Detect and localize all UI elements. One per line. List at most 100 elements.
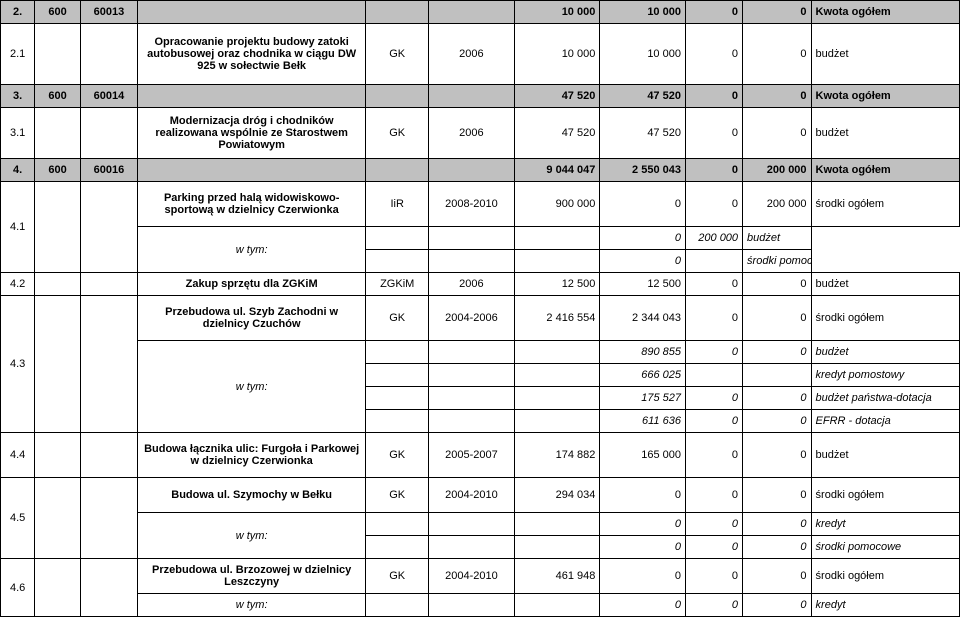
cell-wtym: w tym: [137, 341, 365, 433]
cell-empty [514, 387, 600, 410]
cell-v7: 0 [600, 182, 686, 227]
cell-empty [35, 182, 81, 273]
cell-empty [514, 250, 600, 273]
cell-wtym: w tym: [137, 594, 365, 617]
cell-empty [80, 296, 137, 433]
cell-year: 2005-2007 [429, 433, 515, 478]
row-4-3: 4.3 Przebudowa ul. Szyb Zachodni w dziel… [1, 296, 960, 341]
cell-desc: Parking przed halą widowiskowo-sportową … [137, 182, 365, 227]
cell-label: Kwota ogółem [811, 85, 959, 108]
cell-empty [80, 108, 137, 159]
cell-v9: 200 000 [743, 182, 812, 227]
cell-label: budżet [811, 433, 959, 478]
cell-empty [685, 364, 742, 387]
cell-num: 4.2 [1, 273, 35, 296]
cell-label: Kwota ogółem [811, 159, 959, 182]
cell-v7: 0 [600, 559, 686, 594]
cell-label: środki ogółem [811, 296, 959, 341]
cell-empty [429, 159, 515, 182]
cell-empty [429, 513, 515, 536]
cell-v7: 47 520 [600, 85, 686, 108]
cell-v8: 0 [685, 387, 742, 410]
cell-empty [80, 478, 137, 559]
cell-v7: 175 527 [600, 387, 686, 410]
cell-num: 4.6 [1, 559, 35, 617]
cell-num: 4.1 [1, 182, 35, 273]
cell-v9: 0 [743, 1, 812, 24]
cell-v6: 10 000 [514, 1, 600, 24]
cell-desc: Zakup sprzętu dla ZGKiM [137, 273, 365, 296]
cell-empty [80, 24, 137, 85]
cell-v9: 0 [743, 341, 812, 364]
cell-unit: ZGKiM [366, 273, 429, 296]
cell-wtym: w tym: [137, 227, 365, 273]
row-4-4: 4.4 Budowa łącznika ulic: Furgoła i Park… [1, 433, 960, 478]
budget-table: 2. 600 60013 10 000 10 000 0 0 Kwota ogó… [0, 0, 960, 617]
cell-empty [514, 513, 600, 536]
cell-code-b: 60016 [80, 159, 137, 182]
cell-empty [80, 182, 137, 273]
cell-v9: 0 [743, 24, 812, 85]
cell-empty [429, 227, 515, 250]
cell-year: 2006 [429, 24, 515, 85]
cell-v9: 0 [743, 410, 812, 433]
cell-code-b: 60014 [80, 85, 137, 108]
cell-year: 2004-2010 [429, 478, 515, 513]
cell-v7: 165 000 [600, 433, 686, 478]
cell-empty [429, 1, 515, 24]
cell-wtym: w tym: [137, 513, 365, 559]
cell-empty [366, 594, 429, 617]
cell-unit: GK [366, 559, 429, 594]
cell-v9: 0 [743, 387, 812, 410]
cell-label: Kwota ogółem [811, 1, 959, 24]
cell-v7: 2 550 043 [600, 159, 686, 182]
cell-label: budżet [743, 227, 812, 250]
cell-v8: 0 [685, 559, 742, 594]
cell-num: 4. [1, 159, 35, 182]
row-2-header: 2. 600 60013 10 000 10 000 0 0 Kwota ogó… [1, 1, 960, 24]
cell-year: 2008-2010 [429, 182, 515, 227]
cell-v9: 0 [743, 433, 812, 478]
cell-num: 4.3 [1, 296, 35, 433]
cell-v9: 0 [743, 536, 812, 559]
row-4-5: 4.5 Budowa ul. Szymochy w Bełku GK 2004-… [1, 478, 960, 513]
cell-v8: 0 [685, 594, 742, 617]
cell-label: środki pomocowe [743, 250, 812, 273]
cell-empty [685, 250, 742, 273]
cell-v6: 10 000 [514, 24, 600, 85]
cell-empty [80, 273, 137, 296]
cell-v8: 0 [685, 410, 742, 433]
cell-empty [429, 364, 515, 387]
cell-empty [366, 410, 429, 433]
cell-year: 2004-2010 [429, 559, 515, 594]
cell-empty [514, 341, 600, 364]
cell-v7: 0 [600, 478, 686, 513]
cell-empty [35, 559, 81, 617]
cell-v8: 0 [685, 24, 742, 85]
row-3-1: 3.1 Modernizacja dróg i chodników realiz… [1, 108, 960, 159]
cell-empty [35, 108, 81, 159]
cell-year: 2006 [429, 273, 515, 296]
cell-label: kredyt [811, 594, 959, 617]
cell-empty [80, 559, 137, 617]
cell-num: 4.4 [1, 433, 35, 478]
cell-empty [429, 387, 515, 410]
cell-num: 2. [1, 1, 35, 24]
cell-empty [366, 227, 429, 250]
cell-label: środki ogółem [811, 559, 959, 594]
cell-v8: 0 [685, 478, 742, 513]
cell-empty [429, 536, 515, 559]
cell-v6: 461 948 [514, 559, 600, 594]
cell-v8: 0 [685, 341, 742, 364]
cell-code-a: 600 [35, 159, 81, 182]
cell-v6: 12 500 [514, 273, 600, 296]
cell-unit: GK [366, 108, 429, 159]
cell-num: 3. [1, 85, 35, 108]
cell-label: środki ogółem [811, 478, 959, 513]
cell-desc: Budowa łącznika ulic: Furgoła i Parkowej… [137, 433, 365, 478]
cell-label: środki pomocowe [811, 536, 959, 559]
cell-v7: 12 500 [600, 273, 686, 296]
cell-empty [80, 433, 137, 478]
cell-unit: GK [366, 296, 429, 341]
cell-v7: 2 344 043 [600, 296, 686, 341]
